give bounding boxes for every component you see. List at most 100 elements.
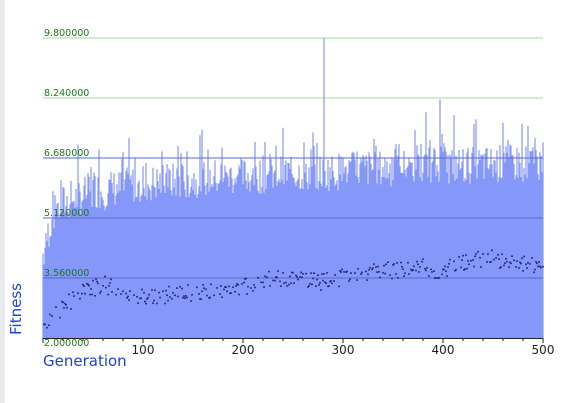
scatter-point [375,266,377,268]
scatter-point [434,277,436,279]
scatter-point [128,299,130,301]
scatter-point [418,271,420,273]
scatter-point [141,288,143,291]
scatter-point [84,292,86,295]
scatter-point [232,286,234,289]
scatter-point [87,283,89,286]
scatter-point [539,265,541,268]
scatter-point [115,293,117,296]
scatter-point [72,291,74,294]
scatter-point [279,280,281,283]
scatter-point [154,289,156,292]
scatter-point [518,267,520,269]
scatter-point [104,275,106,278]
scatter-point [187,284,189,286]
scatter-point [81,292,83,295]
scatter-point [94,294,96,297]
scatter-point [140,297,142,300]
scatter-point [307,286,309,288]
scatter-point [516,260,518,262]
scatter-point [508,266,510,268]
scatter-point [389,274,391,276]
scatter-point [341,268,343,271]
scatter-point [339,270,341,272]
scatter-point [340,271,342,273]
y-tick-label: 2.000000 [44,338,89,349]
scatter-point [463,269,465,271]
scatter-point [274,279,276,282]
scatter-point [91,293,93,296]
scatter-point [216,287,218,289]
scatter-point [379,276,381,279]
scatter-point [542,265,544,268]
scatter-point [487,253,489,255]
scatter-point [404,272,406,275]
scatter-point [97,282,99,285]
scatter-point [527,261,529,264]
scatter-point [90,288,92,290]
scatter-point [181,287,183,290]
scatter-point [77,292,79,295]
scatter-point [107,293,109,296]
scatter-point [241,283,243,285]
scatter-point [474,255,476,258]
scatter-point [447,266,449,268]
scatter-point [522,270,524,272]
scatter-point [473,265,475,268]
scatter-point [293,282,295,284]
scatter-point [320,289,322,291]
scatter-point [357,268,359,270]
scatter-point [95,278,97,280]
scatter-point [177,295,179,298]
scatter-point [529,263,531,265]
scatter-point [43,323,45,326]
scatter-point [350,272,352,274]
scatter-point [493,258,495,261]
scatter-point [387,261,389,264]
scatter-point [162,290,164,293]
scatter-point [301,276,303,279]
scatter-point [305,272,307,275]
scatter-point [356,279,358,281]
scatter-point [376,271,378,273]
scatter-point [213,294,215,297]
scatter-point [202,284,204,286]
scatter-point [515,266,517,268]
scatter-point [354,272,356,274]
scatter-point [65,303,67,306]
scatter-point [465,254,467,256]
scatter-point [168,285,170,288]
scatter-point [245,277,247,280]
scatter-point [382,271,384,274]
scatter-point [510,262,512,265]
scatter-point [425,269,427,272]
scatter-point [396,262,398,264]
scatter-point [520,262,522,265]
scatter-point [247,285,249,288]
scatter-point [176,287,178,289]
scatter-point [472,259,474,261]
scatter-point [523,255,525,258]
scatter-point [174,294,176,297]
scatter-point [503,264,505,267]
scatter-point [538,261,540,263]
scatter-point [133,294,135,296]
scatter-point [70,308,72,310]
scatter-point [200,298,202,300]
scatter-point [201,290,203,293]
scatter-point [250,287,252,289]
scatter-point [443,268,445,271]
scatter-point [491,249,493,252]
scatter-point [143,291,145,294]
scatter-point [238,293,240,296]
scatter-point [445,270,447,273]
scatter-point [519,261,521,264]
scatter-point [499,267,501,269]
scatter-point [338,285,340,288]
scatter-point [369,266,371,269]
scatter-point [521,257,523,260]
scatter-point [498,258,500,260]
scatter-point [504,262,506,264]
scatter-point [219,293,221,295]
scatter-point [412,269,414,271]
